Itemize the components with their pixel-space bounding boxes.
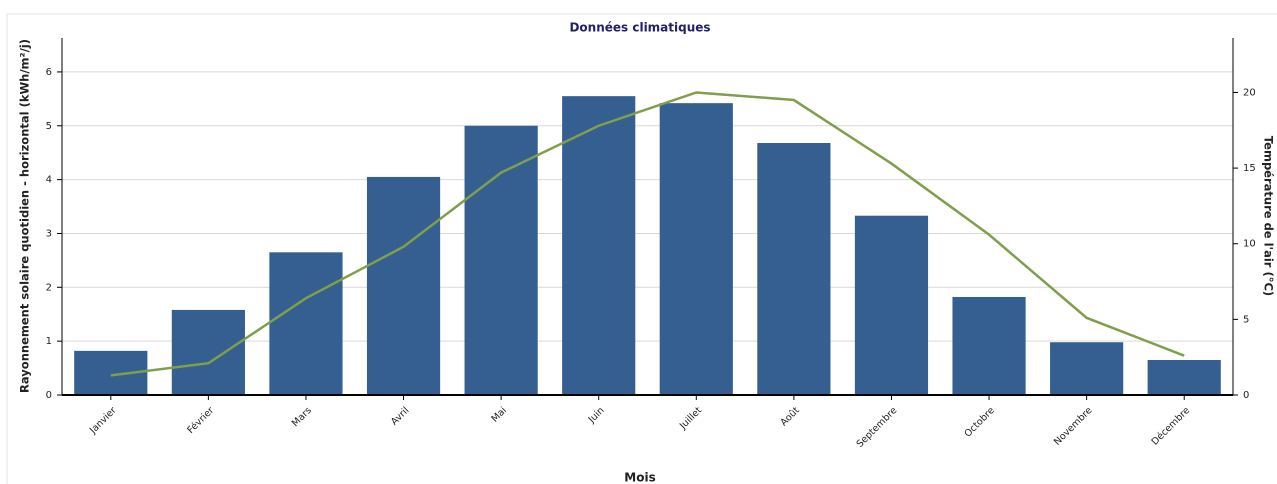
bar <box>1147 360 1221 395</box>
line <box>110 91 1185 377</box>
bar <box>171 309 245 395</box>
bar <box>757 143 831 395</box>
bar <box>1050 342 1124 395</box>
y-tick-label: 2 <box>46 282 52 293</box>
y-tick-label: 0 <box>46 390 52 401</box>
x-tick-label: Novembre <box>1052 405 1095 448</box>
y-axis-label: Rayonnement solaire quotidien - horizont… <box>18 39 32 393</box>
bar <box>952 297 1026 395</box>
bar <box>854 215 929 395</box>
y-tick-label: 6 <box>46 67 52 78</box>
y-tick-label: 1 <box>46 336 52 347</box>
bar <box>464 125 538 396</box>
chart-frame <box>6 13 1277 484</box>
x-tick-label: Février <box>185 405 216 436</box>
x-tick-label: Mars <box>290 405 314 429</box>
y2-tick-label: 5 <box>1243 314 1249 325</box>
x-tick-label: Décembre <box>1150 405 1193 448</box>
x-tick-label: Mai <box>489 405 509 425</box>
x-axis-label: Mois <box>624 471 655 484</box>
y-tick-label: 5 <box>46 121 52 132</box>
bar <box>269 252 343 395</box>
y2-tick-label: 0 <box>1243 390 1249 401</box>
x-tick-label: Juin <box>586 405 607 426</box>
y-tick-label: 3 <box>46 228 52 239</box>
x-tick-label: Janvier <box>87 405 119 437</box>
y-tick-label: 4 <box>46 175 52 186</box>
x-tick-label: Avril <box>389 405 411 427</box>
x-tick-label: Août <box>779 405 802 428</box>
x-tick-label: Septembre <box>855 405 900 450</box>
y2-tick-label: 10 <box>1243 239 1256 250</box>
x-tick-label: Juillet <box>677 405 704 432</box>
bar <box>366 176 441 395</box>
y2-tick-label: 20 <box>1243 87 1256 98</box>
bar <box>659 103 733 396</box>
chart-title: Données climatiques <box>569 21 710 35</box>
y2-tick-label: 15 <box>1243 163 1256 174</box>
x-tick-label: Octobre <box>962 405 997 440</box>
bar <box>562 96 636 396</box>
y2-axis-label: Température de l'air (°C) <box>1262 136 1276 296</box>
